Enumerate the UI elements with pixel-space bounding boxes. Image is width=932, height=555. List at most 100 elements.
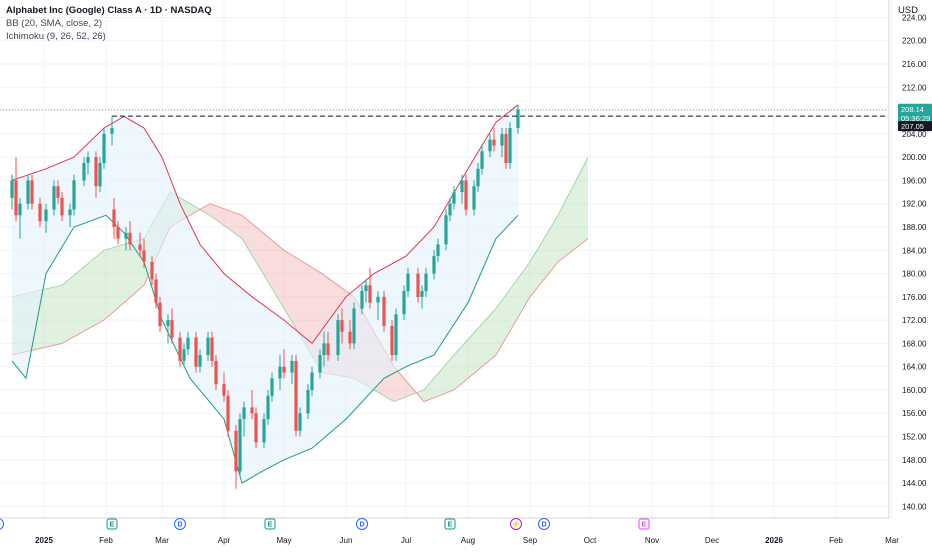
candle-body: [500, 133, 504, 146]
currency-label[interactable]: USD: [897, 5, 918, 16]
event-earnings-marker: E: [264, 518, 276, 530]
price-tick-label: 188.00: [902, 223, 927, 232]
candle-body: [424, 273, 428, 292]
event-badge: [174, 518, 186, 530]
candle-body: [472, 186, 476, 210]
candle-body: [38, 203, 42, 222]
time-tick-label: Mar: [155, 536, 169, 545]
candle-body: [222, 384, 226, 396]
candle-body: [504, 133, 508, 163]
bb-lower-line: [11, 214, 519, 484]
symbol-title[interactable]: Alphabet Inc (Google) Class A · 1D · NAS…: [6, 5, 212, 16]
event-earnings_future-marker: E: [638, 518, 650, 530]
line-price-value: 207.05: [901, 122, 924, 131]
time-tick-label: Mar: [885, 536, 899, 545]
candle-body: [52, 186, 56, 210]
time-tick-label: Aug: [461, 536, 475, 545]
candle-body: [266, 395, 270, 420]
candle-body: [290, 360, 294, 373]
event-split-marker: ⚡: [510, 518, 522, 530]
price-tick-label: 160.00: [902, 386, 927, 395]
candle-body: [460, 180, 464, 192]
candle-body: [298, 413, 302, 431]
candle-body: [452, 192, 456, 204]
price-tick-label: 220.00: [902, 37, 927, 46]
price-tick-label: 176.00: [902, 293, 927, 302]
price-tick-label: 172.00: [902, 316, 927, 325]
event-letter: E: [268, 522, 273, 529]
candle-body: [138, 244, 142, 251]
event-dividend-marker: D: [0, 518, 4, 530]
time-tick-label: 2026: [765, 536, 783, 545]
candle-body: [154, 279, 158, 303]
event-dividend-marker: D: [356, 518, 368, 530]
candle-body: [340, 320, 344, 332]
event-letter: D: [177, 522, 182, 529]
candle-body: [390, 325, 394, 355]
time-tick-label: Sep: [523, 536, 538, 545]
candle-body: [282, 366, 286, 373]
price-tick-label: 168.00: [902, 339, 927, 348]
event-dividend-marker: D: [538, 518, 550, 530]
price-tick-label: 212.00: [902, 83, 927, 92]
candle-body: [436, 244, 440, 256]
candle-body: [86, 157, 90, 163]
candle-body: [194, 337, 198, 367]
candle-body: [364, 285, 368, 291]
bb-band-fill: [12, 104, 518, 484]
event-letter: D: [0, 522, 1, 529]
candle-body: [488, 139, 492, 152]
candle-body: [382, 296, 386, 326]
candle-body: [360, 291, 364, 309]
candle-body: [516, 109, 520, 129]
price-axis: 140.00 144.00 148.00 152.00 156.00 160.00 164.…: [898, 14, 932, 511]
candle-body: [416, 273, 420, 297]
candle-body: [26, 180, 30, 204]
candle-body: [210, 337, 214, 361]
candle-body: [112, 209, 116, 227]
bb-indicator-label[interactable]: BB (20, SMA, close, 2): [6, 18, 103, 29]
event-letter: E: [110, 522, 115, 529]
last-price-value: 208.14: [901, 105, 924, 114]
event-badge: [356, 518, 368, 530]
candle-body: [394, 314, 398, 355]
candle-body: [18, 203, 22, 216]
candle-body: [250, 407, 254, 414]
candle-body: [234, 430, 238, 472]
bb-upper-line: [11, 104, 519, 345]
event-letter: ⚡: [512, 520, 521, 529]
event-letter: D: [359, 522, 364, 529]
candle-body: [82, 163, 86, 181]
candle-body: [128, 232, 132, 245]
candle-body: [310, 372, 314, 390]
candle-body: [278, 366, 282, 379]
candle-body: [44, 209, 48, 222]
candle-body: [60, 197, 64, 216]
time-tick-label: 2025: [35, 536, 53, 545]
candle-body: [476, 168, 480, 187]
candle-body: [492, 139, 496, 146]
candle-body: [94, 157, 98, 187]
ichimoku-indicator-label[interactable]: Ichimoku (9, 26, 52, 26): [6, 31, 106, 42]
price-tick-label: 164.00: [902, 363, 927, 372]
price-tick-label: 140.00: [902, 502, 927, 511]
candle-body: [322, 343, 326, 355]
candle-body: [68, 209, 72, 216]
chart-legend: Alphabet Inc (Google) Class A · 1D · NAS…: [6, 4, 212, 43]
time-tick-label: May: [276, 536, 291, 545]
candle-body: [182, 349, 186, 361]
event-badge: [510, 518, 522, 530]
candle-body: [262, 419, 266, 443]
event-dividend-marker: D: [174, 518, 186, 530]
candle-body: [420, 291, 424, 297]
time-tick-label: Oct: [584, 536, 597, 545]
time-tick-label: Apr: [218, 536, 231, 545]
candle-body: [14, 180, 18, 216]
line-price-tag: 207.05: [898, 121, 932, 132]
candle-body: [406, 273, 410, 292]
candle-body: [226, 395, 230, 431]
plot-area: [0, 104, 888, 489]
candle-body: [110, 128, 114, 134]
